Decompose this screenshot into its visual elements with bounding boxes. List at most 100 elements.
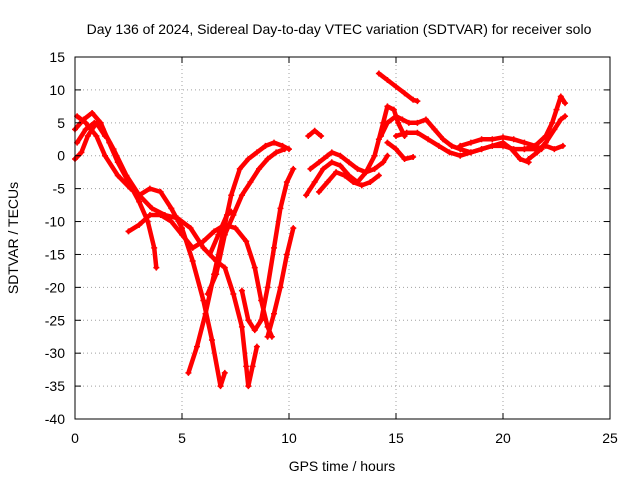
y-tick-label: -15 [45,246,65,262]
series-line [265,225,296,339]
data-point [393,83,399,90]
data-point [245,156,252,163]
data-point [410,154,417,161]
series-line [207,209,234,257]
data-point [136,221,143,228]
data-point [551,146,558,153]
series-line [126,212,275,339]
data-point [403,129,410,136]
data-point [422,116,429,123]
data-point [375,136,382,143]
data-point [489,136,496,143]
data-point [457,152,464,159]
data-point [228,208,235,215]
y-axis-label: SDTVAR / TECUs [5,182,21,294]
data-point [101,132,108,139]
data-point [256,165,263,172]
data-point [393,146,399,153]
data-point [290,225,297,232]
data-point [168,205,175,212]
y-tick-label: -5 [53,181,66,197]
data-point [273,149,280,156]
data-point [307,165,314,172]
data-point [395,119,402,126]
data-point [324,152,331,159]
data-point [189,258,196,265]
data-point [562,113,569,120]
data-point [375,172,382,179]
data-point [174,215,181,222]
data-point [200,244,207,251]
series-line [385,140,416,162]
data-point [305,132,312,139]
data-point [221,369,228,376]
series-line [205,146,287,297]
data-point [446,149,453,156]
data-point [213,271,220,278]
y-tick-label: 5 [57,115,65,131]
data-point [114,172,121,179]
data-point [390,106,397,113]
data-point [534,149,541,156]
data-point [236,165,243,172]
data-point [350,179,357,186]
data-point [341,172,348,179]
data-point [510,146,517,153]
data-point [431,126,438,133]
series-track-8 [206,208,235,258]
data-point [283,251,290,258]
axes: 0 5 10 15 20 25 15 10 5 0 -5 -10 -15 -20 -25 -30 -35 -40 [45,49,618,446]
data-point [245,317,252,324]
data-point [363,169,370,176]
data-point [247,179,254,186]
data-point [101,152,108,159]
y-tick-label: -35 [45,378,65,394]
data-series [72,70,569,390]
data-point [557,93,564,100]
data-point [311,179,318,186]
series-track-15 [375,70,421,105]
data-point [384,77,391,84]
data-point [157,211,164,218]
data-point [204,290,211,297]
data-point [185,369,192,376]
series-track-17 [384,139,417,163]
data-point [215,231,222,238]
data-point [146,185,153,192]
data-point [189,244,196,251]
data-point [414,129,421,136]
y-tick-label: -40 [45,411,65,427]
data-point [380,159,387,166]
data-point [367,179,374,186]
data-point [264,156,271,163]
data-point [303,192,310,199]
data-point [324,179,331,186]
data-point [393,113,399,120]
data-point [230,290,237,297]
data-point [200,297,207,304]
data-point [371,165,378,172]
x-tick-label: 0 [71,430,79,446]
data-point [384,103,391,110]
x-tick-label: 10 [281,430,297,446]
x-tick-label: 5 [178,430,186,446]
series-line [526,113,568,162]
data-point [200,238,207,245]
series-track-21 [525,113,569,163]
data-point [277,205,284,212]
data-point [384,139,391,146]
data-point [153,264,160,271]
data-point [283,179,290,186]
data-point [228,192,235,199]
data-point [328,149,335,156]
data-point [243,238,250,245]
data-point [448,142,455,149]
data-point [281,146,288,153]
data-point [253,149,260,156]
data-point [243,363,250,370]
data-point [238,192,245,199]
data-point [258,317,265,324]
data-point [371,152,378,159]
data-point [89,109,96,116]
data-point [217,383,224,390]
